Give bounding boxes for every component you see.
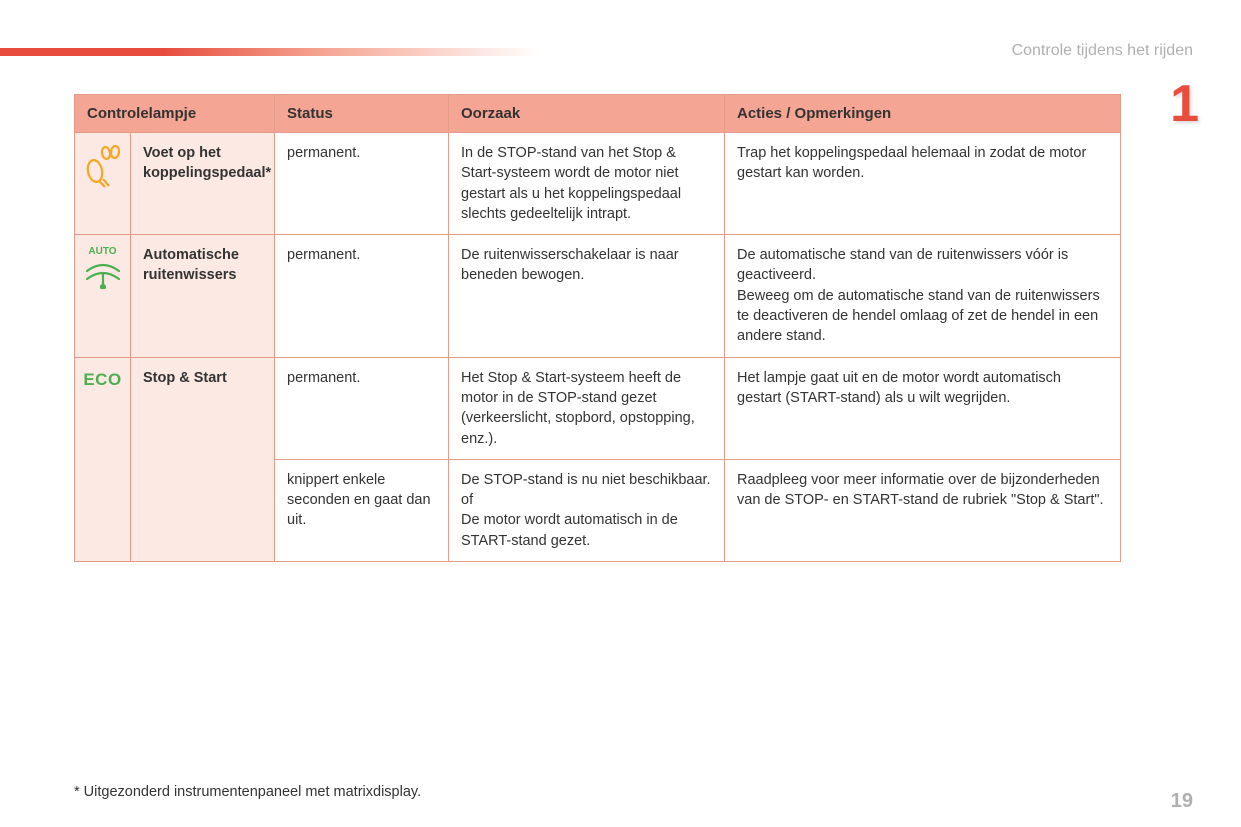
section-title: Controle tijdens het rijden bbox=[1012, 42, 1193, 60]
table-row: AUTO Automatische ruitenwissers permanen… bbox=[75, 235, 1121, 357]
auto-label: AUTO bbox=[79, 245, 126, 259]
table-row: Voet op het koppelingspedaal* permanent.… bbox=[75, 133, 1121, 235]
table-header-row: Controlelampje Status Oorzaak Acties / O… bbox=[75, 95, 1121, 133]
row-action: Trap het koppelingspedaal helemaal in zo… bbox=[725, 133, 1121, 235]
col-header-status: Status bbox=[275, 95, 449, 133]
table-row: ECO Stop & Start permanent. Het Stop & S… bbox=[75, 357, 1121, 459]
row-cause: De ruitenwisserschakelaar is naar benede… bbox=[449, 235, 725, 357]
col-header-controlelampje: Controlelampje bbox=[75, 95, 275, 133]
row-cause: In de STOP-stand van het Stop & Start-sy… bbox=[449, 133, 725, 235]
row-label: Voet op het koppelingspedaal* bbox=[131, 133, 275, 235]
footnote: * Uitgezonderd instrumentenpaneel met ma… bbox=[74, 784, 421, 800]
top-gradient-bar bbox=[0, 48, 540, 56]
auto-wiper-icon bbox=[83, 261, 123, 289]
chapter-number: 1 bbox=[1170, 74, 1197, 134]
row-cause: De STOP-stand is nu niet beschikbaar.ofD… bbox=[449, 459, 725, 561]
icon-cell: AUTO bbox=[75, 235, 131, 357]
row-action: Het lampje gaat uit en de motor wordt au… bbox=[725, 357, 1121, 459]
warning-lights-table: Controlelampje Status Oorzaak Acties / O… bbox=[74, 94, 1120, 562]
row-status: knippert enkele seconden en gaat dan uit… bbox=[275, 459, 449, 561]
row-label: Stop & Start bbox=[131, 357, 275, 561]
row-action: Raadpleeg voor meer informatie over de b… bbox=[725, 459, 1121, 561]
icon-cell: ECO bbox=[75, 357, 131, 561]
row-action: De automatische stand van de ruitenwisse… bbox=[725, 235, 1121, 357]
clutch-pedal-icon bbox=[83, 143, 123, 189]
row-label: Automatische ruitenwissers bbox=[131, 235, 275, 357]
row-status: permanent. bbox=[275, 235, 449, 357]
col-header-acties: Acties / Opmerkingen bbox=[725, 95, 1121, 133]
page-number: 19 bbox=[1171, 790, 1193, 813]
icon-cell bbox=[75, 133, 131, 235]
row-cause: Het Stop & Start-systeem heeft de motor … bbox=[449, 357, 725, 459]
row-status: permanent. bbox=[275, 357, 449, 459]
col-header-oorzaak: Oorzaak bbox=[449, 95, 725, 133]
row-status: permanent. bbox=[275, 133, 449, 235]
eco-icon: ECO bbox=[83, 370, 121, 389]
